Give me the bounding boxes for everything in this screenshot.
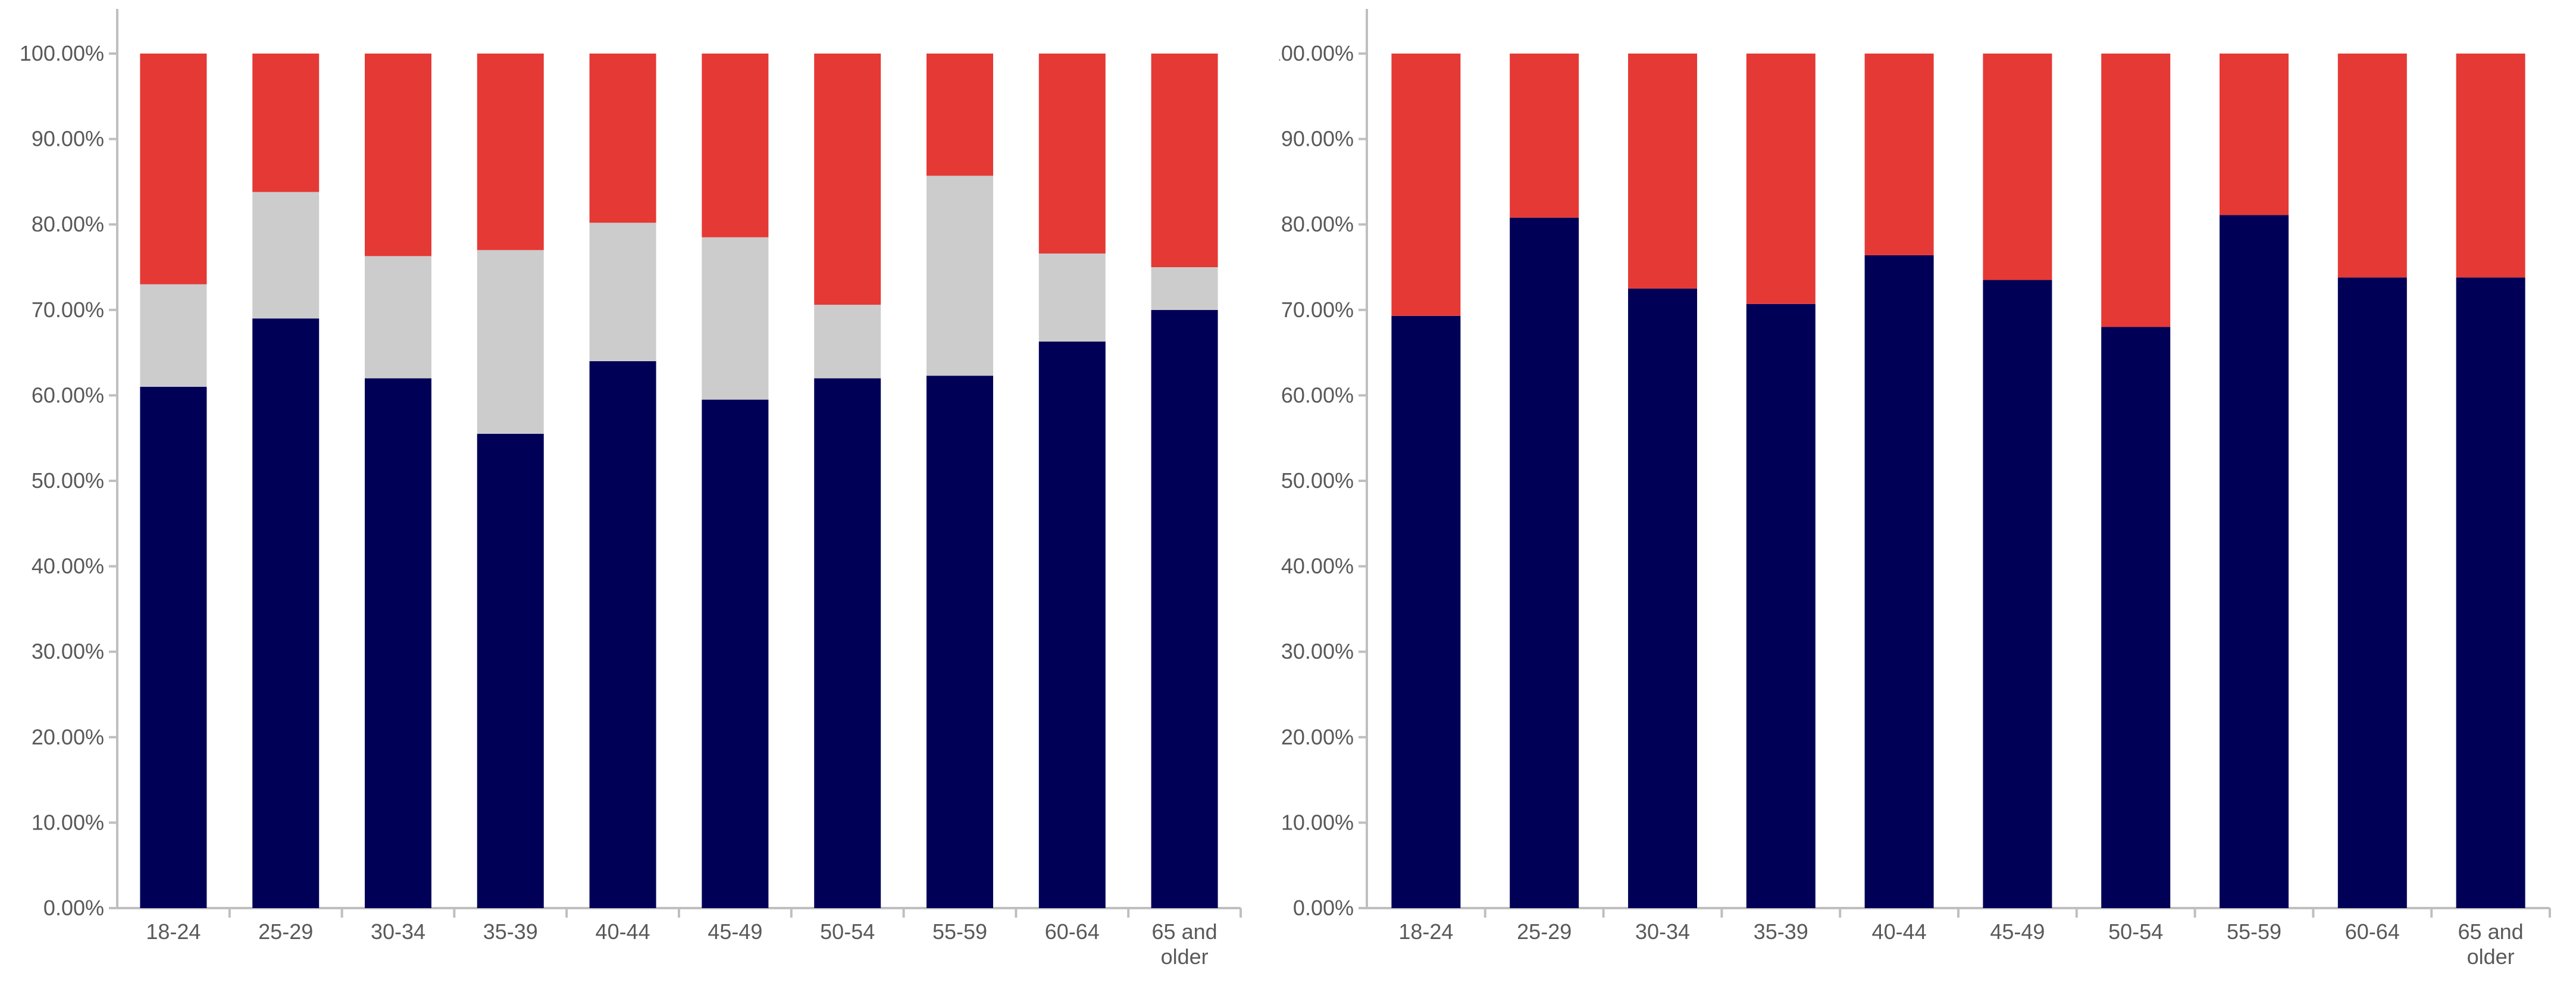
- x-tick-label-35-39: 35-39: [1754, 919, 1808, 944]
- bar-segment-50-54-series-3: [814, 54, 881, 305]
- bar-segment-50-54-series-2: [2101, 54, 2171, 327]
- bar-segment-45-49-series-2: [702, 237, 769, 400]
- x-tick-label-45-49: 45-49: [1990, 919, 2045, 944]
- y-tick-label: 10.00%: [1281, 810, 1354, 834]
- y-tick-label: 100.00%: [20, 41, 104, 65]
- bar-segment-35-39-series-1: [1746, 303, 1816, 908]
- y-tick-label: 10.00%: [32, 810, 104, 834]
- x-tick-label-40-44: 40-44: [596, 919, 650, 944]
- x-tick-label-30-34: 30-34: [371, 919, 425, 944]
- bar-segment-25-29-series-2: [252, 192, 320, 319]
- bar-segment-40-44-series-3: [589, 54, 656, 223]
- stacked-bar-chart-left: 0.00% 10.00% 20.00% 30.00% 40.00% 50.00% 60.00…: [0, 0, 1279, 992]
- y-tick-label: 70.00%: [1281, 298, 1354, 322]
- bar-segment-45-49-series-1: [702, 399, 769, 908]
- bar-segment-65-and-older-series-2: [2456, 54, 2525, 278]
- bar-segment-35-39-series-2: [1746, 54, 1816, 304]
- chart-left-svg: 0.00% 10.00% 20.00% 30.00% 40.00% 50.00% 60.00…: [20, 9, 1242, 969]
- y-tick-label: 40.00%: [32, 554, 104, 578]
- y-tick-label: 70.00%: [32, 298, 104, 322]
- bar-segment-60-64-series-3: [1038, 54, 1106, 254]
- bar-segment-25-29-series-2: [1510, 54, 1579, 218]
- bar-segment-40-44-series-1: [1864, 255, 1934, 908]
- x-tick-label-55-59: 55-59: [932, 919, 987, 944]
- bar-segment-55-59-series-2: [2220, 54, 2289, 215]
- y-tick-label: 60.00%: [32, 383, 104, 407]
- bar-segment-65-and-older-series-2: [1151, 267, 1218, 310]
- bar-segment-60-64-series-2: [1038, 254, 1106, 342]
- x-tick-label-50-54: 50-54: [2108, 919, 2163, 944]
- x-tick-label-65-and-older: 65 and older: [2458, 919, 2524, 969]
- x-tick-label-55-59: 55-59: [2227, 919, 2281, 944]
- bar-segment-50-54-series-1: [814, 378, 881, 908]
- y-tick-label: 90.00%: [32, 127, 104, 151]
- y-tick-label: 40.00%: [1281, 554, 1354, 578]
- bar-segment-18-24-series-3: [140, 54, 207, 284]
- bar-segment-35-39-series-3: [477, 54, 544, 251]
- y-tick-label: 50.00%: [1281, 468, 1354, 493]
- x-tick-label-60-64: 60-64: [2345, 919, 2400, 944]
- bar-segment-25-29-series-1: [1510, 217, 1579, 908]
- bar-segment-40-44-series-2: [589, 223, 656, 361]
- y-tick-label: 80.00%: [1281, 212, 1354, 236]
- bar-segment-40-44-series-1: [589, 361, 656, 908]
- bar-segment-60-64-series-1: [2337, 277, 2407, 909]
- y-tick-label: 0.00%: [1293, 896, 1354, 920]
- bar-segment-50-54-series-1: [2101, 327, 2171, 908]
- bar-segment-45-49-series-2: [1983, 54, 2052, 280]
- y-tick-label: 20.00%: [1281, 725, 1354, 749]
- bar-segment-18-24-series-2: [140, 284, 207, 387]
- bar-segment-30-34-series-3: [365, 54, 431, 256]
- y-tick-label: 50.00%: [32, 468, 104, 493]
- stacked-bar-chart-right: 0.00% 10.00% 20.00% 30.00% 40.00% 50.00% 60.00…: [1279, 0, 2576, 992]
- bar-segment-55-59-series-3: [927, 54, 993, 176]
- x-tick-label-45-49: 45-49: [708, 919, 762, 944]
- bar-segment-25-29-series-3: [252, 54, 320, 192]
- y-tick-label: 20.00%: [32, 725, 104, 749]
- y-tick-label: 100.00%: [1279, 41, 1354, 65]
- bar-segment-55-59-series-2: [927, 176, 993, 376]
- x-tick-label-60-64: 60-64: [1045, 919, 1100, 944]
- bar-segment-55-59-series-1: [2220, 215, 2289, 908]
- bar-segment-30-34-series-2: [365, 256, 431, 378]
- x-tick-label-40-44: 40-44: [1872, 919, 1927, 944]
- y-tick-label: 30.00%: [1281, 639, 1354, 664]
- chart-right-svg: 0.00% 10.00% 20.00% 30.00% 40.00% 50.00% 60.00…: [1279, 9, 2551, 969]
- bar-segment-25-29-series-1: [252, 318, 320, 908]
- bar-segment-65-and-older-series-3: [1151, 54, 1218, 267]
- x-tick-label-30-34: 30-34: [1635, 919, 1690, 944]
- bar-segment-35-39-series-1: [477, 434, 544, 908]
- x-tick-label-65-and-older: 65 and older: [1152, 919, 1217, 969]
- y-tick-label: 30.00%: [32, 639, 104, 664]
- bar-segment-50-54-series-2: [814, 305, 881, 378]
- x-tick-label-18-24: 18-24: [1398, 919, 1453, 944]
- bar-segment-60-64-series-2: [2337, 54, 2407, 278]
- bar-segment-45-49-series-1: [1983, 280, 2052, 908]
- bar-segment-65-and-older-series-1: [2456, 277, 2525, 909]
- y-tick-label: 0.00%: [43, 896, 104, 920]
- bar-segment-18-24-series-2: [1391, 54, 1461, 316]
- bar-segment-30-34-series-1: [1628, 288, 1697, 908]
- bar-segment-65-and-older-series-1: [1151, 309, 1218, 908]
- y-tick-label: 80.00%: [32, 212, 104, 236]
- x-tick-label-50-54: 50-54: [820, 919, 875, 944]
- bar-segment-30-34-series-1: [365, 378, 431, 908]
- x-tick-label-18-24: 18-24: [146, 919, 201, 944]
- bar-segment-18-24-series-1: [140, 387, 207, 908]
- y-tick-label: 90.00%: [1281, 127, 1354, 151]
- x-tick-label-25-29: 25-29: [1517, 919, 1572, 944]
- bar-segment-40-44-series-2: [1864, 54, 1934, 255]
- bar-segment-55-59-series-1: [927, 375, 993, 908]
- bar-segment-60-64-series-1: [1038, 341, 1106, 908]
- bar-segment-18-24-series-1: [1391, 315, 1461, 908]
- bar-segment-45-49-series-3: [702, 54, 769, 237]
- x-tick-label-25-29: 25-29: [258, 919, 313, 944]
- bar-segment-35-39-series-2: [477, 250, 544, 434]
- x-tick-label-35-39: 35-39: [483, 919, 538, 944]
- bar-segment-30-34-series-2: [1628, 54, 1697, 289]
- y-tick-label: 60.00%: [1281, 383, 1354, 407]
